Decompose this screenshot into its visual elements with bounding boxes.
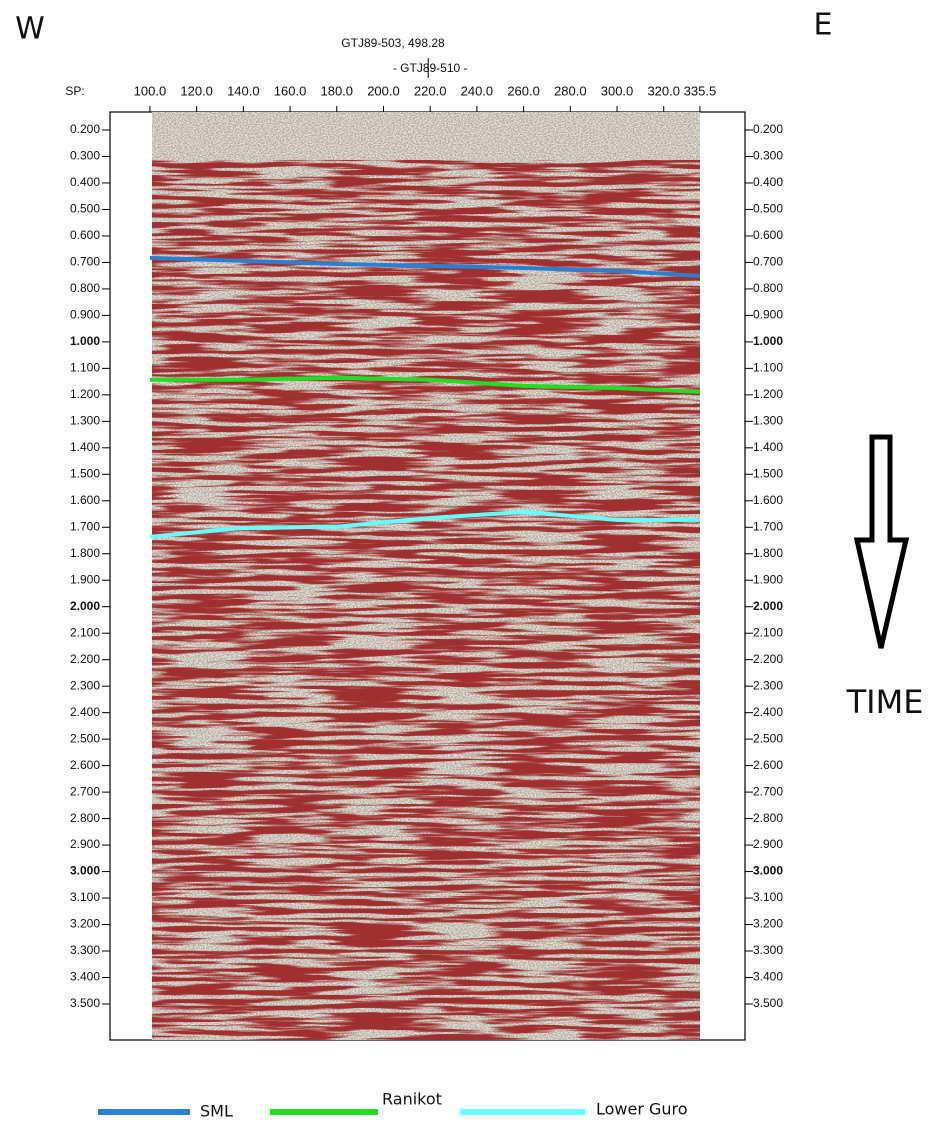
y-tick-label-right: 1.300 (753, 414, 783, 428)
y-tick-label-right: 3.200 (753, 917, 783, 931)
y-tick-label: 0.800 (70, 281, 100, 295)
y-tick-label: 2.800 (70, 811, 100, 825)
y-tick-label-right: 2.100 (753, 625, 783, 639)
y-tick-label-right: 1.500 (753, 466, 783, 480)
y-tick-label-right: 2.200 (753, 652, 783, 666)
y-tick-label-right: 1.400 (753, 440, 783, 454)
east-label: E (814, 8, 833, 43)
y-tick-label-right: 0.800 (753, 281, 783, 295)
y-tick-label-right: 1.800 (753, 546, 783, 560)
y-tick-label: 2.100 (70, 625, 100, 639)
annotation: - GTJ89-510 - (393, 61, 468, 75)
y-tick-label: 2.900 (70, 837, 100, 851)
x-tick-label: 120.0 (180, 83, 213, 98)
legend-label: SML (200, 1102, 233, 1121)
y-tick-label: 2.200 (70, 652, 100, 666)
y-tick-label: 3.400 (70, 970, 100, 984)
y-tick-label: 1.900 (70, 572, 100, 586)
y-tick-label: 1.100 (70, 361, 100, 375)
y-tick-label: 2.300 (70, 678, 100, 692)
x-tick-label: 140.0 (227, 83, 260, 98)
y-tick-label: 0.700 (70, 255, 100, 269)
y-tick-label: 1.700 (70, 519, 100, 533)
y-tick-label: 2.700 (70, 784, 100, 798)
y-tick-label-right: 1.200 (753, 387, 783, 401)
y-tick-label: 0.300 (70, 149, 100, 163)
y-tick-label-right: 0.900 (753, 308, 783, 322)
y-tick-label: 2.000 (70, 599, 100, 613)
x-tick-label: 300.0 (601, 83, 634, 98)
legend-label: Ranikot (382, 1090, 442, 1109)
y-tick-label: 3.100 (70, 890, 100, 904)
x-tick-label: 320.0 (647, 83, 680, 98)
y-tick-label: 2.400 (70, 705, 100, 719)
y-tick-label-right: 2.500 (753, 731, 783, 745)
chart-title: GTJ89-503, 498.28 (341, 36, 445, 50)
y-tick-label-right: 0.600 (753, 228, 783, 242)
y-tick-label: 3.500 (70, 996, 100, 1010)
y-tick-label-right: 3.400 (753, 970, 783, 984)
x-tick-label: 160.0 (274, 83, 307, 98)
y-tick-label-right: 1.700 (753, 519, 783, 533)
y-tick-label-right: 0.500 (753, 202, 783, 216)
x-tick-label: 100.0 (134, 83, 167, 98)
x-axis-label: SP: (65, 84, 84, 98)
x-tick-label: 200.0 (367, 83, 400, 98)
y-tick-label-right: 2.900 (753, 837, 783, 851)
y-tick-label: 1.500 (70, 466, 100, 480)
y-tick-label: 2.500 (70, 731, 100, 745)
y-tick-label-right: 2.700 (753, 784, 783, 798)
seismic-reflectors (152, 160, 700, 1040)
x-tick-label: 280.0 (554, 83, 587, 98)
y-tick-label: 3.200 (70, 917, 100, 931)
y-tick-label-right: 2.600 (753, 758, 783, 772)
y-tick-label-right: 0.400 (753, 175, 783, 189)
y-tick-label: 0.500 (70, 202, 100, 216)
y-tick-label: 3.300 (70, 943, 100, 957)
horizon-line (149, 509, 700, 539)
y-tick-label-right: 0.200 (753, 122, 783, 136)
y-tick-label: 3.000 (70, 864, 100, 878)
y-tick-label: 0.400 (70, 175, 100, 189)
west-label: W (15, 12, 45, 47)
y-tick-label-right: 1.100 (753, 361, 783, 375)
x-tick-label: 220.0 (414, 83, 447, 98)
y-tick-label: 1.400 (70, 440, 100, 454)
y-tick-label: 1.000 (70, 334, 100, 348)
y-tick-label: 0.200 (70, 122, 100, 136)
y-tick-label-right: 3.000 (753, 864, 783, 878)
y-tick-label: 1.200 (70, 387, 100, 401)
y-tick-label-right: 2.000 (753, 599, 783, 613)
y-tick-label: 1.800 (70, 546, 100, 560)
x-tick-label: 335.5 (684, 83, 717, 98)
y-tick-label: 1.600 (70, 493, 100, 507)
legend-label: Lower Guro (596, 1100, 688, 1119)
y-tick-label-right: 2.300 (753, 678, 783, 692)
horizon-line (149, 375, 701, 394)
horizon-line (149, 255, 701, 278)
y-tick-label-right: 0.300 (753, 149, 783, 163)
x-tick-label: 240.0 (461, 83, 494, 98)
y-tick-label-right: 3.100 (753, 890, 783, 904)
x-tick-label: 260.0 (507, 83, 540, 98)
time-arrow (853, 434, 910, 649)
y-tick-label-right: 1.600 (753, 493, 783, 507)
y-tick-label-right: 0.700 (753, 255, 783, 269)
x-tick-label: 180.0 (320, 83, 353, 98)
y-tick-label-right: 2.800 (753, 811, 783, 825)
y-tick-label: 0.600 (70, 228, 100, 242)
y-tick-label: 1.300 (70, 414, 100, 428)
y-tick-label-right: 3.300 (753, 943, 783, 957)
y-tick-label: 0.900 (70, 308, 100, 322)
y-tick-label-right: 1.000 (753, 334, 783, 348)
y-tick-label-right: 2.400 (753, 705, 783, 719)
y-tick-label-right: 3.500 (753, 996, 783, 1010)
y-tick-label-right: 1.900 (753, 572, 783, 586)
y-tick-label: 2.600 (70, 758, 100, 772)
time-label: TIME (846, 683, 924, 721)
